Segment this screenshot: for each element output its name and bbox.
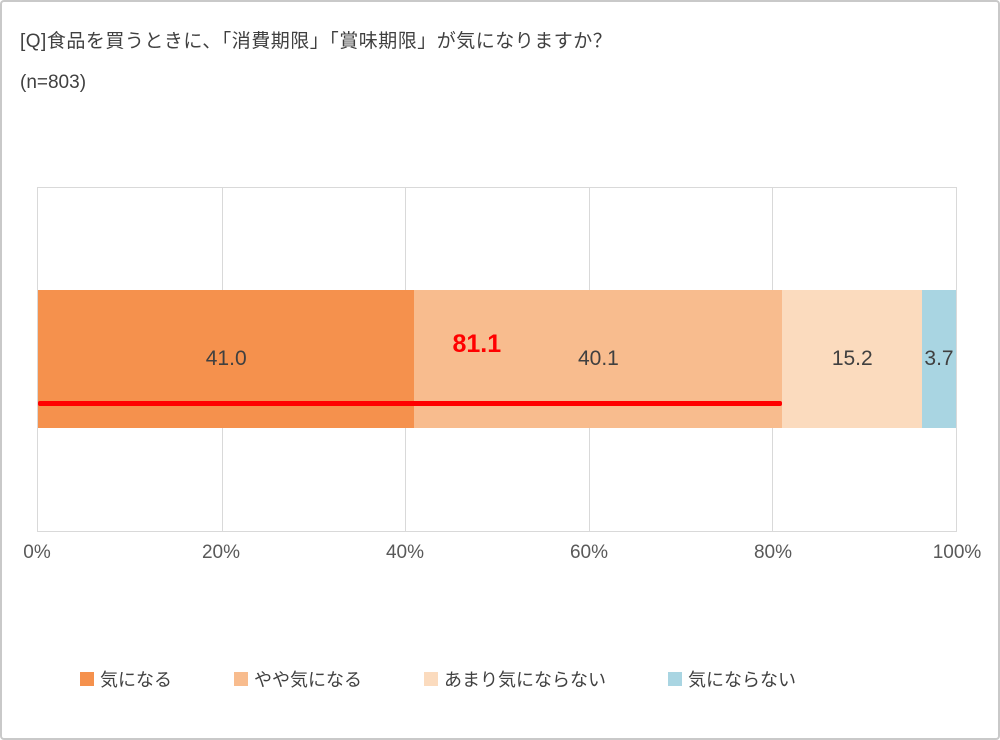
- legend-swatch: [80, 672, 94, 686]
- x-axis: 0% 20% 40% 60% 80% 100%: [23, 542, 981, 568]
- chart-title: [Q]食品を買うときに、「消費期限」「賞味期限」が気になりますか？: [20, 31, 613, 52]
- x-tick-label: 100%: [932, 542, 982, 563]
- legend-item: あまり気にならない: [424, 666, 606, 692]
- x-tick-label: 40%: [385, 542, 425, 563]
- bar-segment: 41.0: [38, 290, 415, 428]
- x-tick-label: 20%: [201, 542, 241, 563]
- bar-segment-label: 3.7: [924, 347, 954, 370]
- legend-label: あまり気にならない: [444, 670, 606, 690]
- cumulative-line: [38, 401, 783, 406]
- legend-swatch: [424, 672, 438, 686]
- bar-segment-label: 41.0: [205, 347, 247, 370]
- bar-segment-label: 15.2: [831, 347, 873, 370]
- bar-segment: 15.2: [782, 290, 923, 428]
- legend-item: 気になる: [80, 666, 172, 692]
- legend-item: やや気になる: [234, 666, 362, 692]
- legend-label: 気になる: [100, 670, 172, 690]
- x-tick-label: 0%: [23, 542, 51, 563]
- legend-item: 気にならない: [668, 666, 796, 692]
- bar-segment-label: 40.1: [577, 347, 619, 370]
- bar-segment: 3.7: [922, 290, 956, 428]
- plot-area: 41.0 40.1 15.2 3.7 81.1: [37, 187, 957, 532]
- cumulative-value-label: 81.1: [452, 330, 502, 358]
- x-tick-label: 60%: [569, 542, 609, 563]
- legend-swatch: [668, 672, 682, 686]
- x-tick-label: 80%: [753, 542, 793, 563]
- sample-size-label: (n=803): [20, 72, 87, 93]
- legend-swatch: [234, 672, 248, 686]
- legend: 気になる やや気になる あまり気にならない 気にならない: [80, 666, 796, 692]
- legend-label: やや気になる: [254, 670, 362, 690]
- legend-label: 気にならない: [688, 670, 796, 690]
